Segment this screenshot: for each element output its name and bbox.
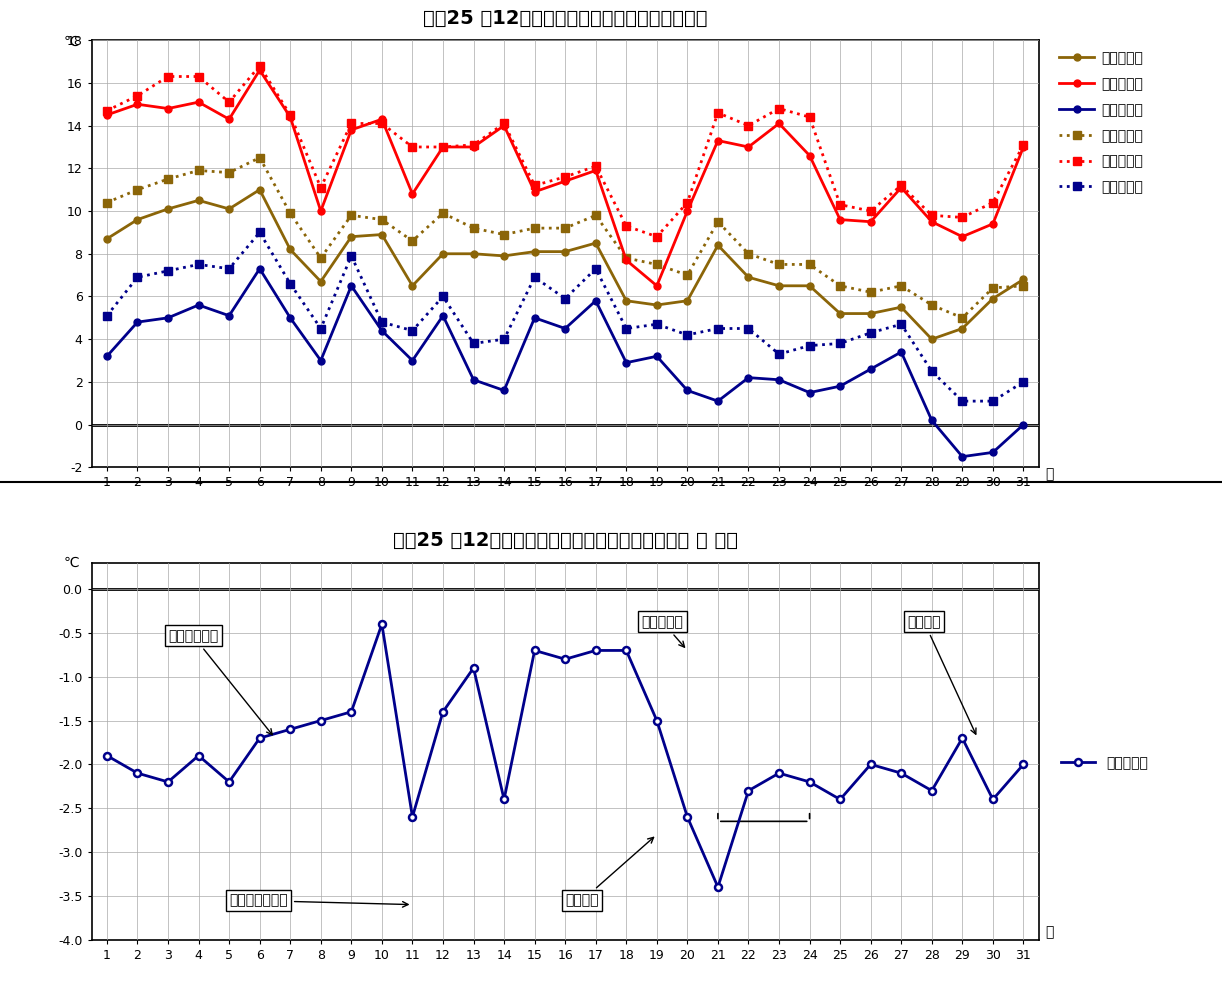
- Text: ℃: ℃: [64, 35, 79, 49]
- Text: 冬型持続: 冬型持続: [565, 837, 654, 908]
- Text: 冬型・寒気南下: 冬型・寒気南下: [230, 893, 408, 908]
- Legend: 最低気温差: 最低気温差: [1055, 751, 1154, 776]
- Text: 日: 日: [1045, 467, 1053, 481]
- Text: 南岸低気圧: 南岸低気圧: [642, 615, 684, 647]
- Title: 平成25 年12月の東京の新・旧観測点の気温比較: 平成25 年12月の東京の新・旧観測点の気温比較: [423, 8, 708, 27]
- Text: 南高北低: 南高北低: [907, 615, 976, 735]
- Text: ℃: ℃: [64, 556, 79, 570]
- Text: 日本海低気圧: 日本海低気圧: [167, 629, 273, 735]
- Legend: 新平均気温, 新最高気温, 新最低気温, 旧平均気温, 旧最高気温, 旧最低気温: 新平均気温, 新最高気温, 新最低気温, 旧平均気温, 旧最高気温, 旧最低気温: [1055, 47, 1147, 199]
- Title: 平成25 年12月の東京の新・旧観測点の気温差（新 － 旧）: 平成25 年12月の東京の新・旧観測点の気温差（新 － 旧）: [392, 531, 738, 550]
- Text: 日: 日: [1045, 926, 1053, 940]
